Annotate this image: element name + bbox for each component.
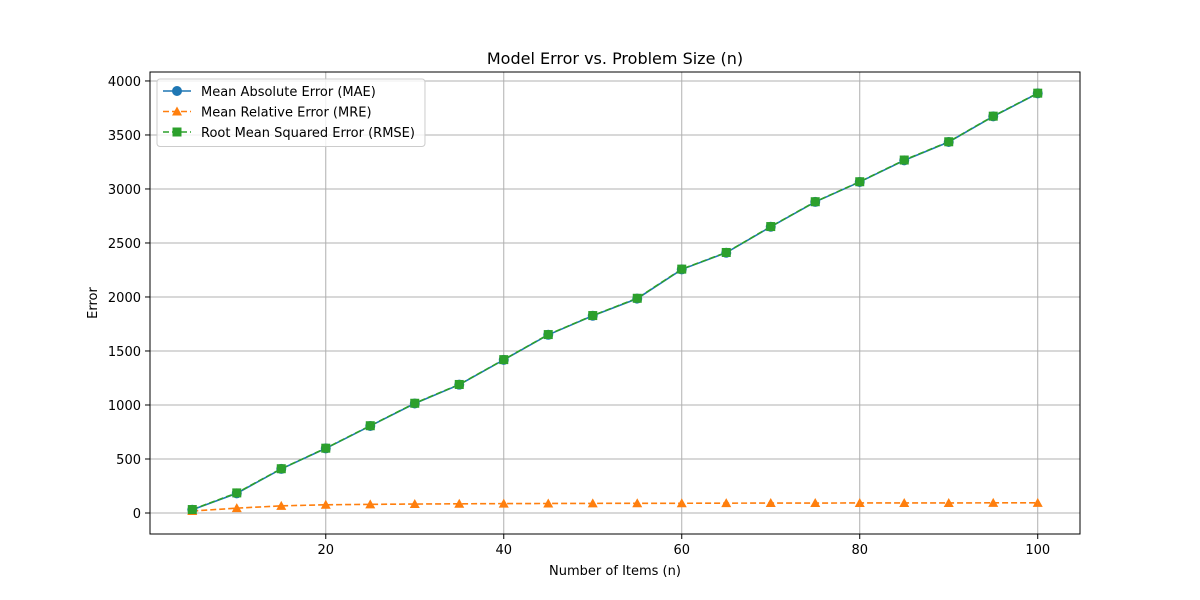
data-point — [365, 421, 375, 431]
x-axis-label: Number of Items (n) — [549, 564, 681, 579]
data-point — [944, 137, 954, 147]
y-tick-label: 500 — [116, 453, 141, 468]
data-point — [365, 499, 376, 509]
y-tick-label: 1000 — [108, 399, 141, 414]
data-point — [632, 293, 642, 303]
series-line-1 — [192, 502, 1038, 512]
data-point — [988, 497, 999, 507]
data-point — [810, 498, 821, 508]
y-tick-label: 0 — [133, 507, 141, 522]
data-point — [676, 498, 687, 508]
data-point — [454, 379, 464, 389]
series-line-0 — [191, 92, 1039, 511]
data-point — [409, 499, 420, 509]
legend-box — [156, 78, 426, 147]
data-point — [1032, 497, 1043, 507]
data-point — [588, 311, 598, 321]
x-tick-label: 80 — [851, 543, 868, 558]
data-point — [410, 398, 420, 408]
grid — [150, 72, 1080, 534]
data-point — [854, 497, 865, 507]
data-point — [765, 498, 776, 508]
legend-marker — [172, 86, 182, 96]
chart-title: Model Error vs. Problem Size (n) — [487, 49, 743, 68]
data-point — [543, 498, 554, 508]
y-axis-label: Error — [86, 287, 101, 319]
data-point — [321, 443, 331, 453]
x-tick-label: 20 — [317, 543, 334, 558]
data-point — [632, 498, 643, 508]
y-tick-label: 1500 — [108, 345, 141, 360]
data-point — [499, 355, 509, 365]
x-tick-label: 60 — [673, 543, 690, 558]
data-point — [187, 505, 197, 515]
y-tick-label: 4000 — [108, 75, 141, 90]
legend-marker — [172, 127, 182, 137]
y-tick-label: 3500 — [108, 129, 141, 144]
y-tick-label: 2500 — [108, 237, 141, 252]
data-point — [810, 197, 820, 207]
data-point — [498, 498, 509, 508]
legend-marker — [172, 106, 182, 116]
data-point — [766, 222, 776, 232]
data-point — [320, 499, 331, 509]
y-tick-label: 3000 — [108, 183, 141, 198]
x-tick-label: 40 — [495, 543, 512, 558]
data-point — [943, 497, 954, 507]
data-point — [721, 247, 731, 257]
data-point — [231, 503, 242, 513]
data-point — [677, 264, 687, 274]
data-point — [855, 177, 865, 187]
data-point — [276, 500, 287, 510]
plot-frame — [149, 71, 1081, 535]
legend: Mean Absolute Error (MAE) Mean Relative E… — [156, 78, 426, 147]
series-line-2 — [191, 92, 1039, 511]
data-point — [276, 464, 286, 474]
legend-entry-label: Root Mean Squared Error (RMSE) — [201, 126, 415, 141]
y-tick-label: 2000 — [108, 291, 141, 306]
series-lines — [191, 92, 1039, 512]
data-point — [232, 488, 242, 498]
data-point — [988, 111, 998, 121]
data-point — [1033, 88, 1043, 98]
x-tick-label: 100 — [1025, 543, 1050, 558]
legend-entry-label: Mean Absolute Error (MAE) — [201, 85, 376, 100]
data-point — [899, 155, 909, 165]
data-point — [543, 330, 553, 340]
markers — [187, 88, 1043, 516]
ticks: 20 40 60 80 10005001000150020002500300035004… — [108, 75, 1050, 558]
data-point — [587, 498, 598, 508]
data-point — [721, 498, 732, 508]
data-point — [454, 498, 465, 508]
legend-entry-label: Mean Relative Error (MRE) — [201, 106, 372, 121]
data-point — [899, 497, 910, 507]
